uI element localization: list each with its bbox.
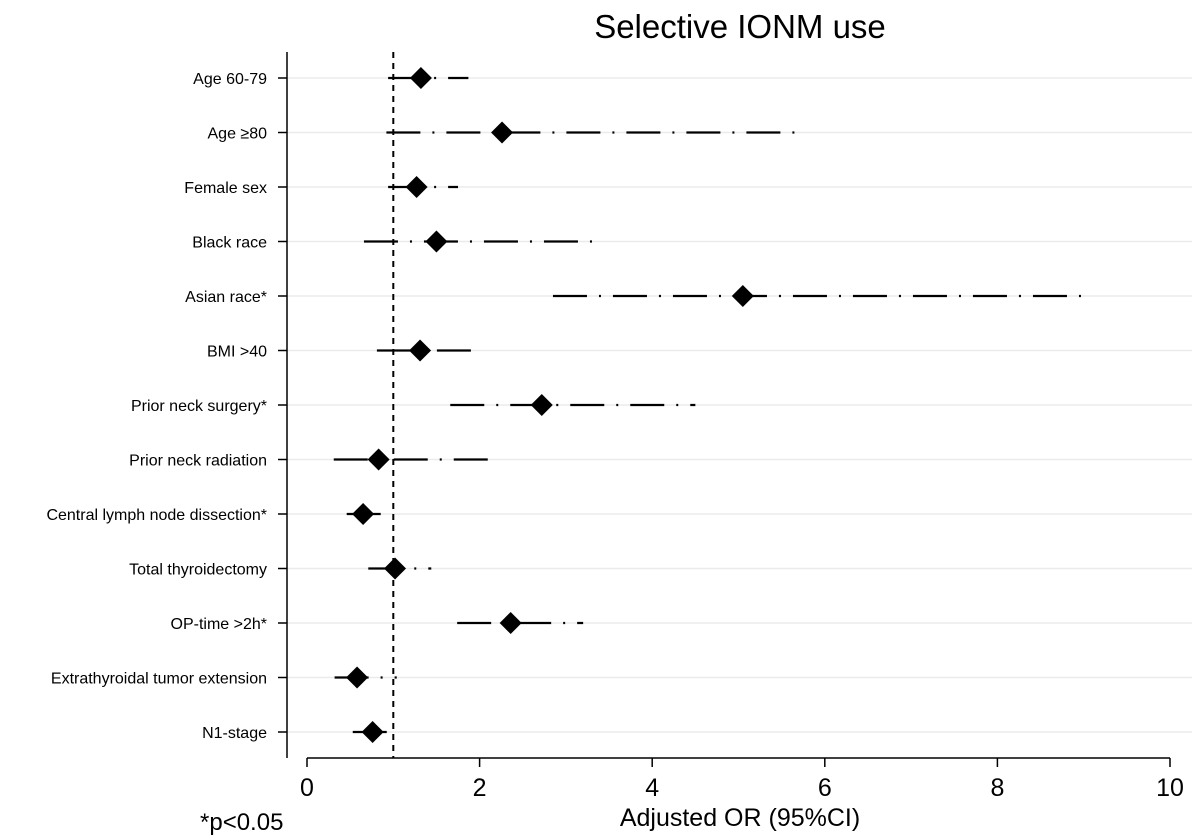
row-label: Age 60-79 bbox=[193, 71, 267, 88]
x-tick-label: 8 bbox=[990, 774, 1004, 802]
row-label: Asian race* bbox=[185, 289, 267, 306]
row-label: Age ≥80 bbox=[208, 126, 268, 143]
x-tick-label: 10 bbox=[1156, 774, 1184, 802]
row-label: Prior neck radiation bbox=[129, 453, 267, 470]
or-marker bbox=[367, 448, 390, 471]
x-axis-title: Adjusted OR (95%CI) bbox=[620, 804, 860, 832]
row-label: Extrathyroidal tumor extension bbox=[51, 671, 267, 688]
x-tick-label: 2 bbox=[473, 774, 487, 802]
or-marker bbox=[346, 666, 369, 689]
row-label: Central lymph node dissection* bbox=[46, 507, 267, 524]
or-marker bbox=[352, 503, 375, 525]
or-marker bbox=[409, 67, 432, 89]
or-marker bbox=[491, 121, 514, 144]
x-tick-label: 4 bbox=[645, 774, 659, 802]
or-marker bbox=[405, 176, 428, 198]
row-label: Female sex bbox=[184, 180, 267, 197]
or-marker bbox=[731, 285, 754, 307]
axes-layer: 0 2 4 6 8 10 bbox=[278, 52, 1184, 802]
odds-ratio-marker-layer bbox=[346, 67, 754, 743]
x-tick-label: 6 bbox=[818, 774, 832, 802]
row-label: OP-time >2h* bbox=[171, 616, 267, 633]
grid-layer bbox=[287, 77, 1192, 733]
or-marker bbox=[384, 557, 407, 580]
or-marker bbox=[499, 612, 522, 634]
row-label: BMI >40 bbox=[207, 344, 267, 361]
or-marker bbox=[425, 230, 448, 253]
or-marker bbox=[409, 339, 432, 362]
row-label-layer: Age 60-79 Age ≥80 Female sex Black race Asia… bbox=[46, 71, 267, 742]
or-marker bbox=[530, 394, 553, 416]
row-label: Prior neck surgery* bbox=[131, 398, 267, 415]
row-label: Black race bbox=[192, 235, 267, 252]
x-tick-label: 0 bbox=[300, 774, 314, 802]
chart-title: Selective IONM use bbox=[594, 8, 886, 45]
significance-footnote: *p<0.05 bbox=[200, 809, 283, 835]
or-marker bbox=[361, 721, 384, 743]
row-label: N1-stage bbox=[202, 725, 267, 742]
row-label: Total thyroidectomy bbox=[129, 562, 267, 579]
